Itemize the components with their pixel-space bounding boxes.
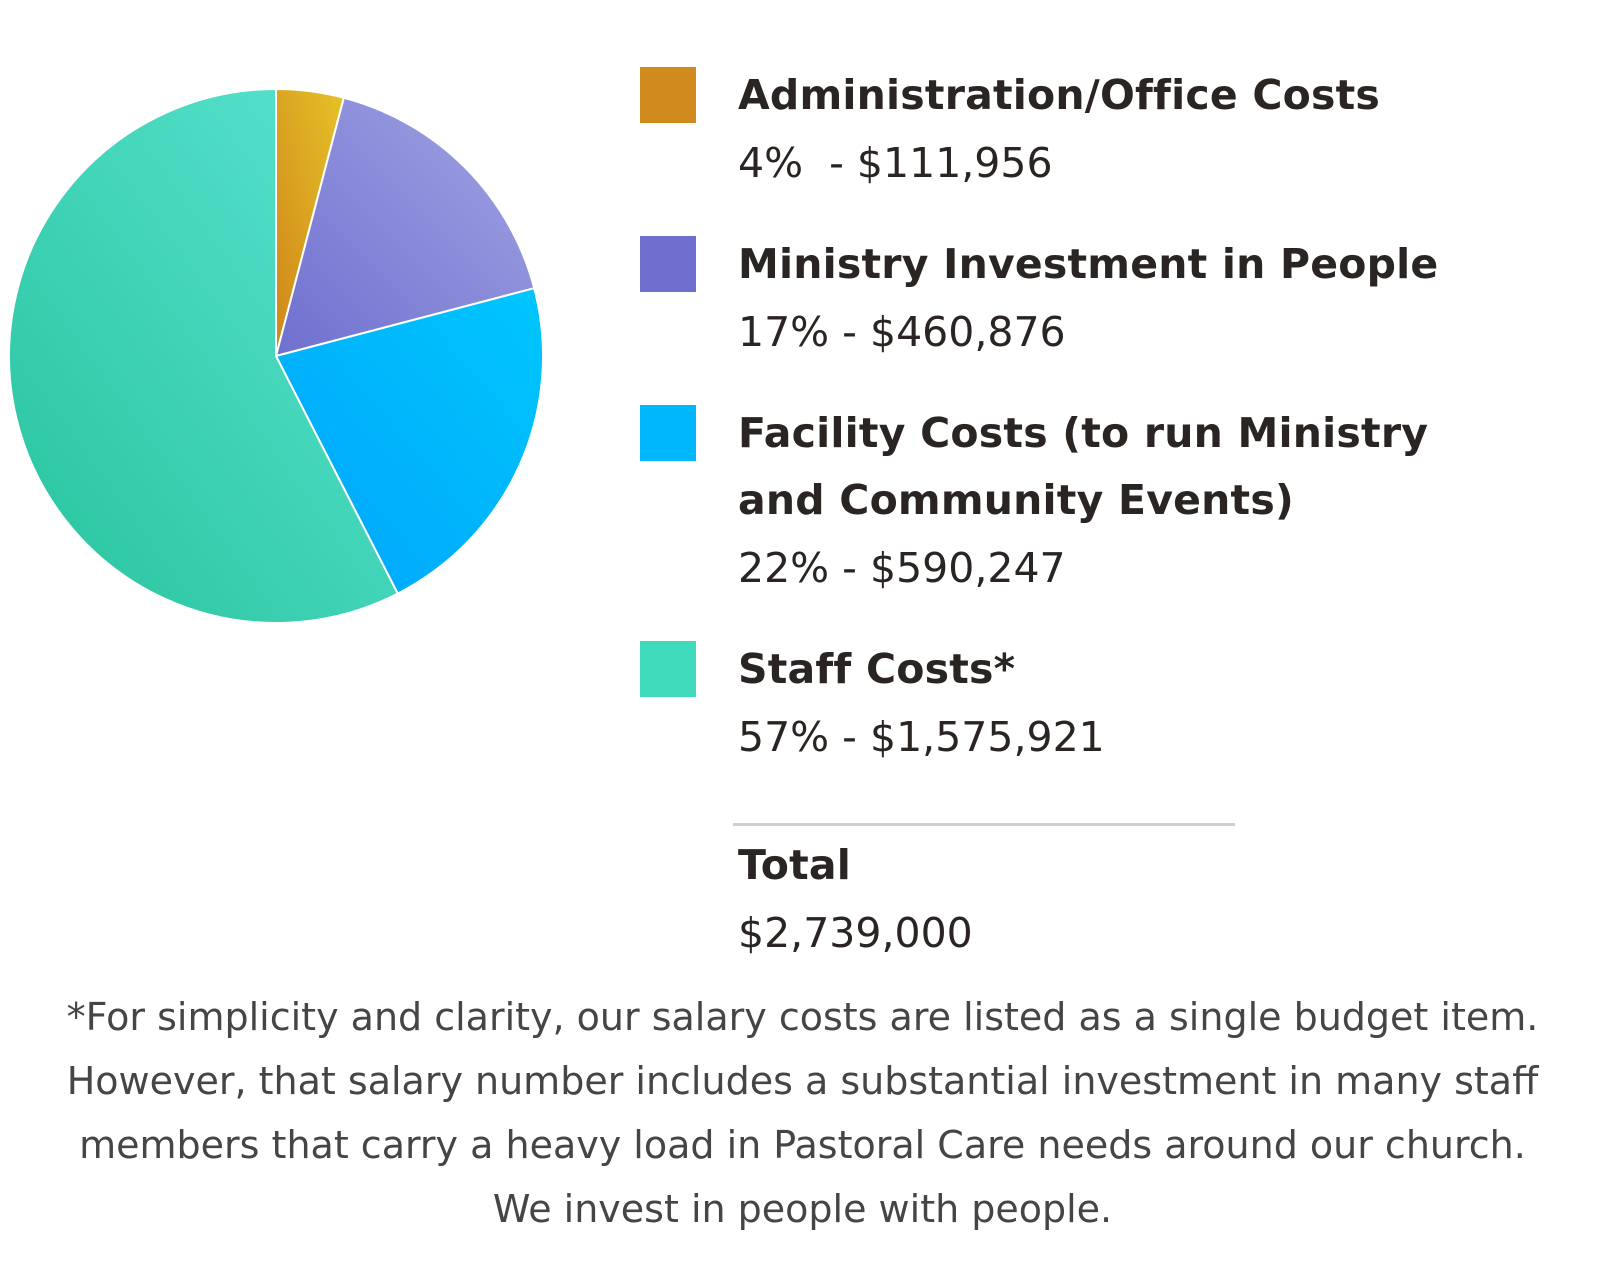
pie-slice-ministry	[275, 96, 536, 357]
footnote-line: We invest in people with people.	[492, 1187, 1113, 1231]
legend: Administration/Office Costs 4% - $111,95…	[640, 62, 1540, 805]
legend-label: Ministry Investment in People	[738, 240, 1439, 288]
total-label: Total	[738, 841, 852, 889]
legend-label: Administration/Office Costs	[738, 71, 1381, 119]
legend-swatch-staff	[640, 641, 696, 697]
total-value: $2,739,000	[738, 909, 973, 957]
footnote-line: members that carry a heavy load in Pasto…	[79, 1123, 1526, 1167]
legend-label: Facility Costs (to run Ministry and Comm…	[738, 409, 1429, 524]
legend-item-administration: Administration/Office Costs 4% - $111,95…	[640, 62, 1540, 197]
legend-item-staff: Staff Costs* 57% - $1,575,921	[640, 636, 1540, 771]
total-divider	[733, 823, 1235, 826]
pie-chart	[8, 88, 544, 624]
pie-slice-facility	[275, 287, 544, 595]
legend-value: 17% - $460,876	[738, 308, 1066, 356]
footnote-line: *For simplicity and clarity, our salary …	[66, 995, 1539, 1039]
legend-item-facility: Facility Costs (to run Ministry and Comm…	[640, 400, 1540, 602]
legend-swatch-facility	[640, 405, 696, 461]
legend-swatch-ministry	[640, 236, 696, 292]
footnote: *For simplicity and clarity, our salary …	[20, 985, 1585, 1241]
legend-item-ministry: Ministry Investment in People 17% - $460…	[640, 231, 1540, 366]
legend-value: 22% - $590,247	[738, 544, 1066, 592]
legend-label: Staff Costs*	[738, 645, 1016, 693]
pie-slice-staff	[8, 88, 399, 624]
total-block: Total $2,739,000	[738, 831, 973, 967]
footnote-line: However, that salary number includes a s…	[66, 1059, 1539, 1103]
legend-swatch-administration	[640, 67, 696, 123]
legend-value: 4% - $111,956	[738, 139, 1053, 187]
legend-value: 57% - $1,575,921	[738, 713, 1105, 761]
